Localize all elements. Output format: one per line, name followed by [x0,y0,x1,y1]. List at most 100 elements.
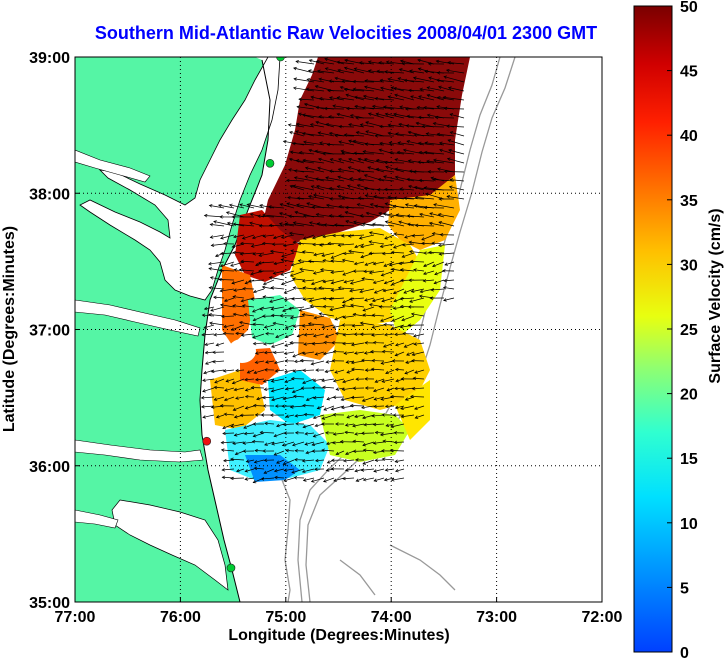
velocity-arrow [264,351,275,354]
velocity-arrow-head [222,331,227,336]
velocity-arrow-head [239,413,244,418]
velocity-arrow-head [273,468,278,473]
velocity-arrow [386,61,405,65]
velocity-arrow [389,261,405,266]
velocity-arrow [264,324,275,328]
velocity-arrow-head [272,350,277,355]
velocity-arrow-head [303,342,307,346]
velocity-arrow [253,315,265,321]
velocity-arrow-head [260,413,265,417]
velocity-arrow [269,224,285,227]
velocity-arrow [373,196,395,200]
velocity-arrow-head [298,150,303,155]
velocity-arrow-head [338,124,343,129]
velocity-arrow [248,279,265,282]
velocity-arrow [234,269,245,272]
velocity-arrow-head [384,236,388,240]
velocity-arrow-head [294,414,299,418]
velocity-arrow [302,251,315,254]
velocity-arrow [230,261,245,267]
velocity-arrow [444,171,465,173]
velocity-arrow [425,142,445,146]
velocity-arrow [285,223,305,227]
velocity-arrow [346,414,355,419]
velocity-arrow-head [353,261,358,266]
velocity-arrow [230,477,245,479]
velocity-arrow [439,252,455,255]
velocity-arrow [308,323,325,326]
velocity-arrow-head [280,258,285,262]
velocity-arrow-head [417,141,422,146]
velocity-arrow [218,204,235,209]
velocity-arrow [333,378,345,382]
velocity-arrow-head [301,279,306,283]
velocity-arrow-head [289,341,293,345]
velocity-arrow [365,130,385,137]
velocity-arrow [409,251,425,254]
velocity-arrow-head [303,102,308,107]
velocity-arrow-head [292,221,297,225]
velocity-arrow-head [210,369,215,374]
velocity-arrow [434,270,445,275]
velocity-arrow-head [218,277,223,282]
velocity-arrow-head [353,151,357,155]
velocity-arrow-head [390,86,395,90]
velocity-arrow [412,234,425,237]
velocity-arrow-head [365,121,369,125]
velocity-arrow [264,387,275,391]
velocity-arrow [209,287,225,290]
velocity-arrow-head [438,85,442,90]
velocity-arrow [346,108,365,110]
velocity-arrow-head [349,281,354,285]
velocity-arrow-head [223,324,227,329]
velocity-arrow [362,459,375,465]
velocity-arrow-head [322,152,326,156]
velocity-arrow-head [362,461,366,465]
velocity-arrow [281,259,295,263]
velocity-arrow-head [254,360,259,364]
velocity-arrow-head [436,71,441,75]
velocity-arrow-head [231,215,235,219]
velocity-arrow [369,241,385,245]
velocity-arrow [336,387,345,390]
velocity-arrow [350,279,365,284]
velocity-arrow-head [270,379,275,383]
velocity-arrow-head [251,309,256,313]
velocity-arrow-head [394,175,399,180]
velocity-arrow-head [244,377,248,382]
velocity-arrow-head [406,114,411,119]
velocity-arrow-head [389,448,394,453]
grid [75,57,602,602]
velocity-arrow-head [318,312,323,316]
velocity-arrow-head [295,130,299,134]
velocity-arrow [342,387,355,391]
velocity-arrow-head [200,396,205,400]
velocity-arrow [360,215,375,218]
velocity-arrow [253,252,265,255]
velocity-arrow-head [285,178,290,183]
velocity-arrow-head [292,324,297,328]
velocity-arrow-head [235,396,239,400]
velocity-arrow-head [225,379,230,383]
velocity-arrow-head [352,312,357,317]
velocity-arrow-head [268,276,273,280]
velocity-arrow-head [447,60,451,65]
velocity-arrow-head [362,94,367,99]
velocity-arrow [221,315,235,318]
velocity-arrow-head [396,150,401,155]
velocity-vectors [200,57,465,484]
velocity-arrow-head [222,425,226,430]
velocity-arrow [240,252,255,255]
velocity-arrow [373,468,385,472]
velocity-arrow [348,140,365,146]
velocity-arrow-head [371,325,376,329]
velocity-arrow-head [278,212,283,216]
velocity-arrow [263,296,275,299]
velocity-arrow-head [234,451,239,456]
velocity-arrow-head [292,369,297,373]
velocity-arrow [342,259,355,263]
velocity-arrow [330,158,345,164]
velocity-arrow-head [296,196,301,200]
velocity-arrow-head [413,185,418,190]
velocity-arrow [358,178,375,182]
